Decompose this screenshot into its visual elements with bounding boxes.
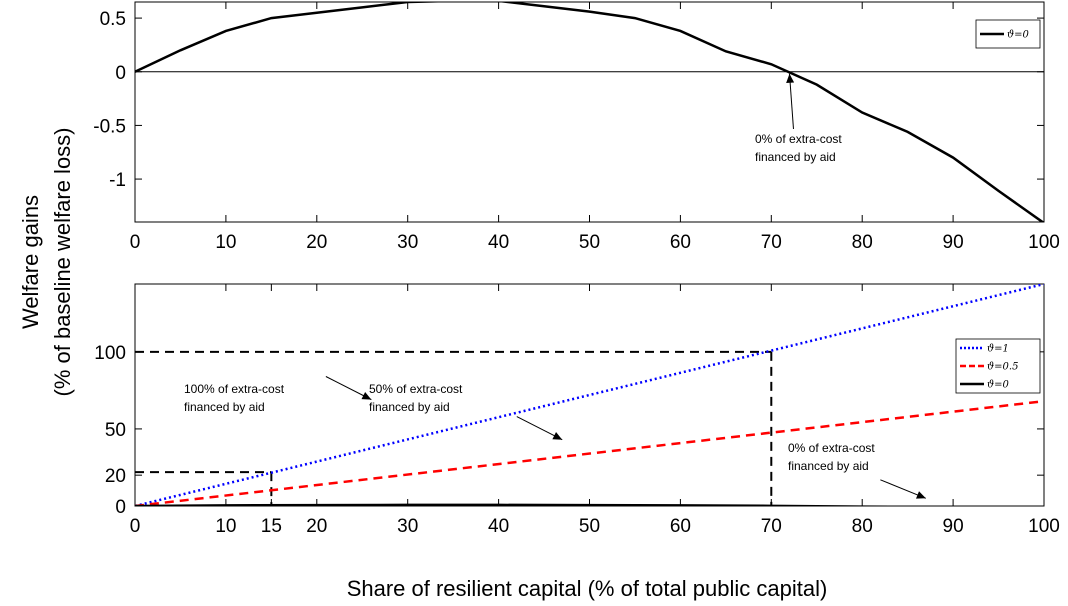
y-axis-title-line2: (% of baseline welfare loss) [50, 127, 75, 396]
y-tick-label: -0.5 [93, 116, 126, 137]
x-tick-label: 70 [761, 232, 782, 253]
x-tick-label: 40 [488, 516, 509, 537]
annotation-arrowhead [361, 391, 372, 400]
annotation-text: 50% of extra-cost [369, 382, 463, 396]
annotation-1-1: 0% of extra-cost financed by aid [755, 73, 842, 164]
annotation-text: financed by aid [755, 150, 836, 164]
x-tick-label: 80 [852, 232, 873, 253]
y-tick-label: 0.5 [100, 9, 126, 30]
annotation-2-1: 100% of extra-cost financed by aid [184, 376, 372, 414]
annotation-2-3: 0% of extra-cost financed by aid [788, 441, 927, 499]
x-tick-label: 10 [215, 516, 236, 537]
x-tick-label: 100 [1028, 516, 1060, 537]
x-tick-label: 60 [670, 232, 691, 253]
plot-area-1 [134, 1, 1045, 223]
legend-label: ϑ=0 [1007, 30, 1030, 41]
series-line-2-2 [135, 399, 1044, 506]
y-tick-label: 0 [115, 63, 126, 84]
legend-label: ϑ=0.5 [987, 362, 1018, 373]
annotation-text: financed by aid [184, 400, 265, 414]
series-line-1-1 [135, 2, 1044, 222]
x-tick-label: 0 [130, 232, 141, 253]
annotation-text: 0% of extra-cost [755, 132, 842, 146]
x-tick-label: 20 [306, 232, 327, 253]
x-tick-label: 90 [943, 516, 964, 537]
annotation-2-2: 50% of extra-cost financed by aid [369, 382, 563, 441]
legend-label: ϑ=1 [987, 344, 1009, 355]
y-tick-label: 100 [94, 343, 126, 364]
series-line-2-3 [135, 503, 955, 506]
annotation-text: financed by aid [788, 459, 869, 473]
y-axis-title-line1: Welfare gains [18, 195, 43, 329]
annotation-arrowhead [552, 432, 563, 440]
annotation-arrowhead [915, 491, 926, 499]
y-tick-label: 50 [105, 420, 126, 441]
annotation-arrowhead [786, 73, 795, 84]
x-tick-label: 15 [261, 516, 282, 537]
legend-label: ϑ=0 [987, 380, 1010, 391]
annotation-text: 100% of extra-cost [184, 382, 285, 396]
x-tick-label: 30 [397, 232, 418, 253]
annotation-text: financed by aid [369, 400, 450, 414]
panel-1: 0 10 20 30 40 50 60 70 80 90 100 0.5 0 -0.5 -1 ϑ=0 0% of… [93, 1, 1060, 253]
x-tick-label: 50 [579, 232, 600, 253]
x-tick-label: 40 [488, 232, 509, 253]
x-tick-label: 20 [306, 516, 327, 537]
x-tick-label: 100 [1028, 232, 1060, 253]
panel-2: 0 10 15 20 30 40 50 60 70 80 90 100 0 20 50 100 ϑ=1 ϑ=0.5… [94, 283, 1060, 537]
y-tick-label: 20 [105, 466, 126, 487]
series-line-2-1 [135, 284, 1044, 506]
annotation-text: 0% of extra-cost [788, 441, 875, 455]
x-tick-label: 60 [670, 516, 691, 537]
x-tick-label: 80 [852, 516, 873, 537]
x-tick-label: 0 [130, 516, 141, 537]
x-tick-label: 90 [943, 232, 964, 253]
x-tick-label: 10 [215, 232, 236, 253]
x-tick-label: 50 [579, 516, 600, 537]
legend-2: ϑ=1 ϑ=0.5 ϑ=0 [955, 338, 1041, 394]
annotation-arrow [788, 73, 794, 130]
x-axis-title: Share of resilient capital (% of total p… [347, 576, 828, 601]
y-tick-label: 0 [115, 497, 126, 518]
x-tick-label: 70 [761, 516, 782, 537]
y-tick-label: -1 [109, 170, 126, 191]
x-tick-label: 30 [397, 516, 418, 537]
legend-1: ϑ=0 [975, 19, 1041, 49]
